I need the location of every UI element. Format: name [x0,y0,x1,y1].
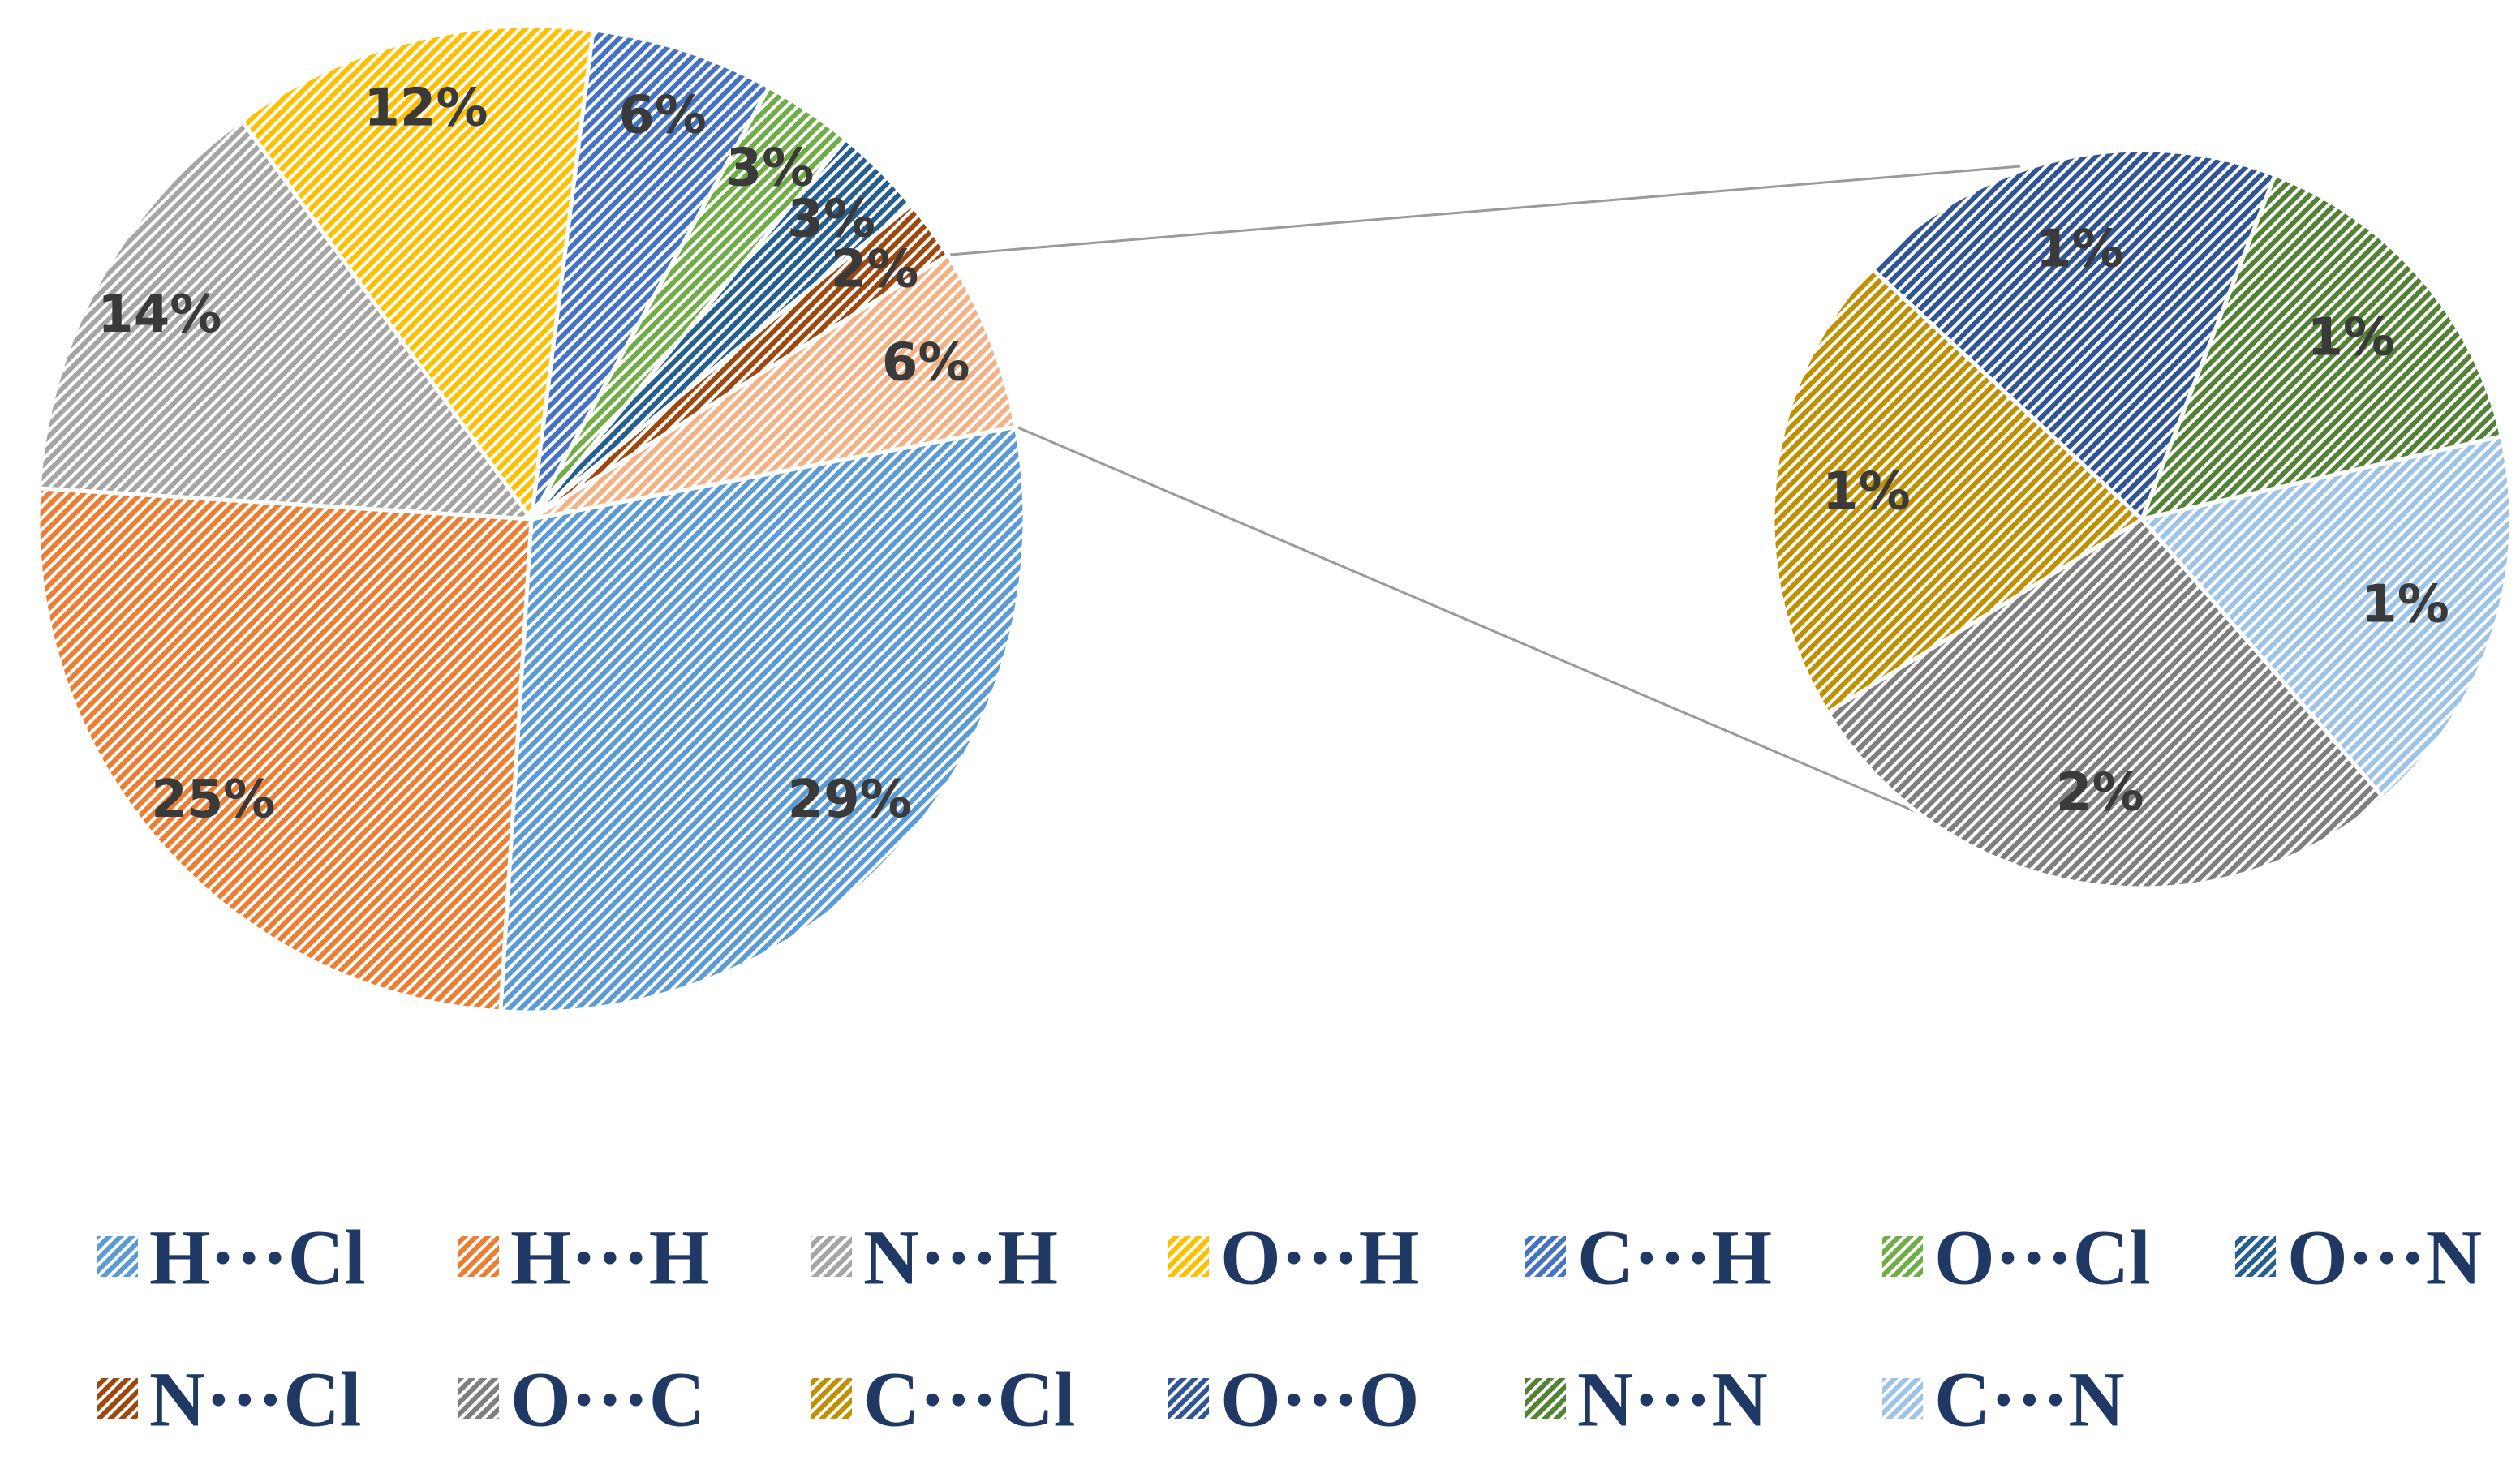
legend-label-c-cl: C···Cl [863,1356,1075,1443]
legend-swatch-o-n [2235,1236,2276,1277]
connector-line-top [948,165,2021,256]
legend-label-n-h: N···H [863,1214,1058,1301]
legend-label-c-n: C···N [1934,1356,2125,1443]
main-slice-o-h [239,24,596,522]
legend-swatch-o-h [1168,1236,1209,1277]
legend-label-h-h: H···H [510,1214,709,1301]
main-label-o-h: 12% [363,79,488,139]
legend-swatch-o-cl [1882,1236,1923,1277]
main-label-h-h: 25% [151,770,275,830]
legend-label-o-c: O···C [510,1356,705,1443]
main-slice-h-h [36,486,534,1014]
legend-swatch-c-h [1525,1236,1566,1277]
legend-label-o-cl: O···Cl [1934,1214,2151,1301]
legend-swatch-n-h [811,1236,852,1277]
secondary-label-o-o: 1% [2036,219,2124,279]
main-slice-c-h [529,28,772,522]
legend-swatch-n-cl [97,1378,138,1419]
secondary-label-c-n: 1% [2361,575,2449,635]
main-slice-other [529,252,1018,522]
legend-swatch-n-n [1525,1378,1566,1419]
connector-line-bottom [1015,425,2082,884]
legend-label-o-n: O···N [2287,1214,2482,1301]
legend-swatch-o-c [458,1378,499,1419]
main-label-other: 6% [882,333,970,393]
secondary-slice-n-n [2139,173,2504,522]
legend-label-n-n: N···N [1577,1356,1768,1443]
main-pie: 29%25%14%12% 6%3%3%2%6% [36,24,1027,1015]
main-slice-n-h [37,118,534,522]
secondary-label-n-n: 1% [2307,307,2395,367]
secondary-label-c-cl: 1% [1822,462,1911,522]
legend-label-o-o: O···O [1220,1356,1419,1443]
legend-swatch-h-h [458,1236,499,1277]
main-label-h-cl: 29% [788,770,912,830]
legend-swatch-c-n [1882,1378,1923,1419]
main-label-c-h: 6% [618,86,707,146]
legend-label-n-cl: N···Cl [149,1356,361,1443]
main-label-o-cl: 3% [726,139,815,199]
secondary-label-o-c: 2% [2056,762,2144,823]
main-label-n-cl: 2% [831,240,919,300]
legend-swatch-o-o [1168,1378,1209,1419]
main-label-o-n: 3% [787,189,875,249]
secondary-pie: 1% 2% 1% 1% 1% [1770,148,2514,891]
secondary-slice-o-c [1825,517,2386,891]
legend: H···Cl H···H N···H O···H C···H O···Cl O···N N··… [97,1214,2482,1443]
legend-label-o-h: O···H [1220,1214,1419,1301]
main-slice-h-cl [498,424,1027,1015]
secondary-slice-c-cl [1770,265,2144,715]
secondary-slice-c-n [2139,434,2514,801]
legend-label-c-h: C···H [1577,1214,1772,1301]
secondary-slice-o-o [1868,148,2277,522]
connector-lines [948,165,2082,884]
legend-swatch-c-cl [811,1378,852,1419]
main-label-n-h: 14% [97,285,221,345]
legend-label-h-cl: H···Cl [149,1214,366,1301]
legend-swatch-h-cl [97,1236,138,1277]
